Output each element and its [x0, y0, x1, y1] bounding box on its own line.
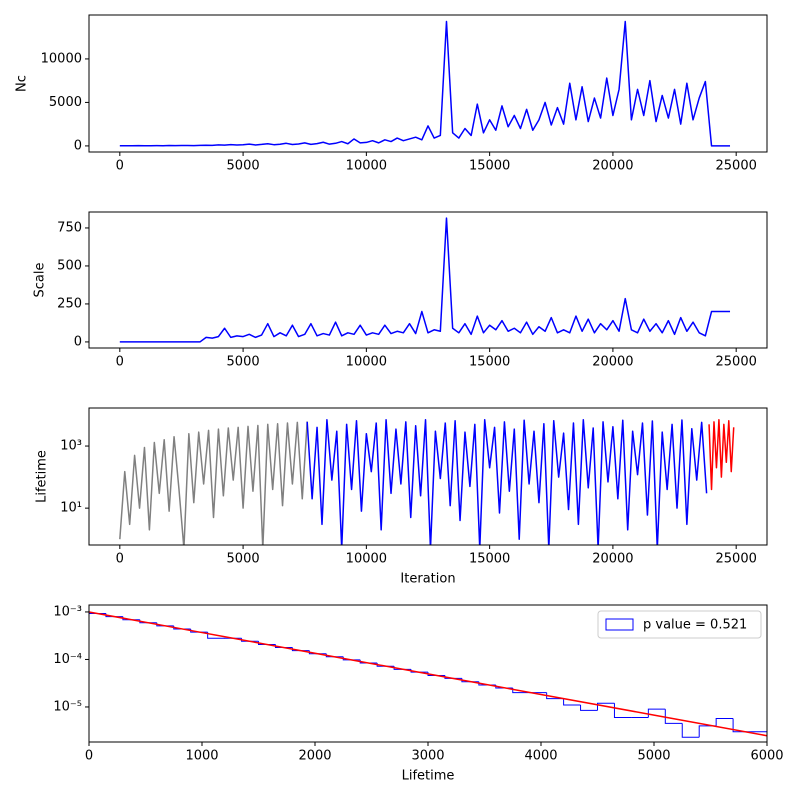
y-tick-label: 5000 [49, 95, 82, 110]
x-tick-label: 20000 [592, 552, 633, 567]
data-line [119, 421, 308, 545]
y-tick-label: 10⁻⁵ [53, 699, 82, 714]
y-tick-label: 10000 [41, 51, 82, 66]
x-tick-label: 2000 [298, 749, 331, 764]
plot-area [119, 419, 735, 545]
axes-frame [88, 211, 768, 349]
y-tick-label: 0 [74, 138, 82, 153]
x-tick-label: 3000 [411, 749, 444, 764]
y-tick-label: 10⁻³ [53, 604, 82, 619]
y-tick-label: 10¹ [60, 501, 82, 516]
y-axis-label: Nc [15, 75, 30, 92]
x-tick-label: 25000 [716, 552, 757, 567]
histogram-step [597, 702, 615, 711]
data-line [708, 419, 735, 491]
y-tick-label: 500 [57, 258, 82, 273]
axes-frame [88, 604, 768, 743]
histogram-step [698, 725, 717, 738]
x-tick-label: 0 [116, 552, 124, 567]
x-axis-label: Lifetime [402, 769, 455, 784]
plot-area [89, 611, 767, 742]
histogram-step [681, 723, 700, 738]
plot-area [119, 20, 731, 147]
x-tick-label: 20000 [592, 159, 633, 174]
histogram-step [580, 704, 598, 711]
histogram-step [664, 709, 683, 724]
y-tick-label: 250 [57, 296, 82, 311]
histogram-step [563, 698, 581, 706]
legend-label: p value = 0.521 [643, 618, 747, 633]
x-axis-label: Iteration [400, 572, 455, 587]
y-tick-label: 750 [57, 220, 82, 235]
x-tick-label: 10000 [346, 355, 387, 370]
x-tick-label: 0 [116, 355, 124, 370]
plot-area [119, 217, 731, 343]
y-tick-label: 0 [74, 334, 82, 349]
x-tick-label: 6000 [750, 749, 783, 764]
x-tick-label: 15000 [469, 552, 510, 567]
x-tick-label: 1000 [185, 749, 218, 764]
histogram-step [715, 718, 734, 726]
x-tick-label: 25000 [716, 159, 757, 174]
y-axis-label: Lifetime [35, 450, 50, 503]
histogram-step [89, 612, 106, 742]
x-tick-label: 15000 [469, 159, 510, 174]
data-line [119, 217, 731, 343]
x-tick-label: 4000 [524, 749, 557, 764]
x-tick-label: 25000 [716, 355, 757, 370]
data-line [119, 20, 731, 147]
x-tick-label: 15000 [469, 355, 510, 370]
legend-box [597, 610, 762, 639]
x-tick-label: 0 [85, 749, 93, 764]
x-tick-label: 5000 [227, 355, 260, 370]
histogram-step [546, 692, 564, 700]
x-tick-label: 5000 [227, 552, 260, 567]
x-tick-label: 0 [116, 159, 124, 174]
x-tick-label: 10000 [346, 552, 387, 567]
y-axis-label: Scale [33, 263, 48, 298]
x-tick-label: 20000 [592, 355, 633, 370]
x-tick-label: 5000 [227, 159, 260, 174]
legend-swatch [605, 618, 634, 631]
axes-frame [88, 14, 768, 153]
y-tick-label: 10⁻⁴ [53, 652, 82, 667]
x-tick-label: 5000 [637, 749, 670, 764]
x-tick-label: 10000 [346, 159, 387, 174]
y-tick-label: 10³ [60, 439, 82, 454]
axes-frame [88, 407, 768, 546]
fit-line [89, 611, 767, 737]
data-line [306, 419, 708, 545]
histogram-step [750, 731, 767, 742]
